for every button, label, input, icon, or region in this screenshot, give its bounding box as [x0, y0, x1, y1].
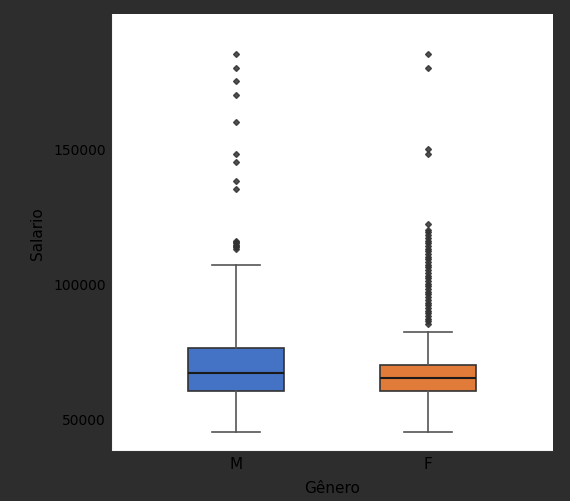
PathPatch shape: [380, 365, 476, 392]
PathPatch shape: [188, 349, 284, 392]
Y-axis label: Salario: Salario: [30, 206, 44, 260]
X-axis label: Gênero: Gênero: [304, 480, 360, 494]
